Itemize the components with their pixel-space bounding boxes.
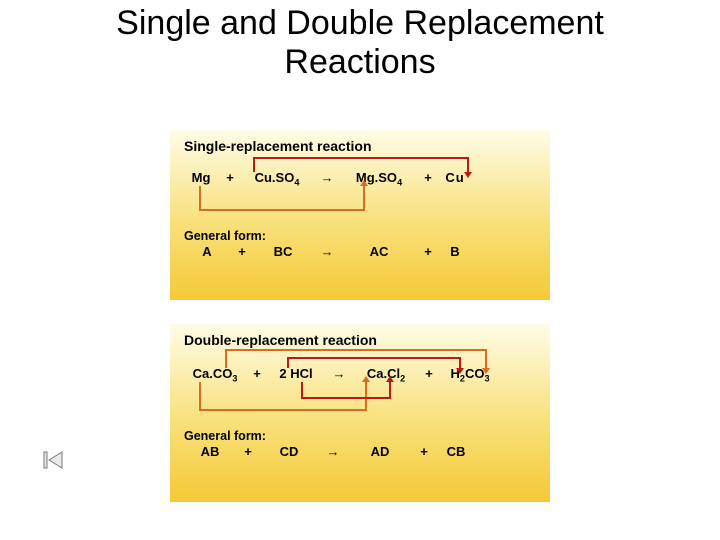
- gf-a: A: [184, 244, 230, 259]
- reactant-cuso4: Cu.SO4: [242, 170, 312, 188]
- product-mgso4: Mg.SO4: [342, 170, 416, 188]
- double-equation: Ca.CO3 + 2 HCl → Ca.Cl2 + H2CO3: [184, 366, 500, 384]
- gf-cd: CD: [260, 444, 318, 459]
- title-line-2: Reactions: [284, 43, 435, 81]
- gf-ac: AC: [342, 244, 416, 259]
- gf-ab: AB: [184, 444, 236, 459]
- double-panel-title: Double-replacement reaction: [184, 332, 536, 348]
- title-line-1: Single and Double Replacement: [116, 4, 604, 42]
- arrow-1: →: [312, 170, 342, 185]
- page-title: Single and Double Replacement Reactions: [0, 0, 720, 82]
- double-replacement-panel: Double-replacement reaction Ca.CO3 + 2 H…: [170, 324, 550, 502]
- plus-2b: +: [418, 366, 440, 381]
- general-form-label: General form:: [184, 230, 470, 244]
- plus-1b: +: [246, 366, 268, 381]
- single-connectors: [170, 130, 550, 300]
- plus-2: +: [416, 170, 440, 185]
- gf-arrow: →: [312, 244, 342, 259]
- single-general-equation: A + BC → AC + B: [184, 244, 470, 259]
- arrow-2: →: [324, 366, 354, 381]
- product-cacl2: Ca.Cl2: [354, 366, 418, 384]
- gf-plus-2: +: [416, 244, 440, 259]
- double-general-equation: AB + CD → AD + CB: [184, 444, 476, 459]
- slide: { "title_line1": "Single and Double Repl…: [0, 0, 720, 540]
- single-general-form: General form: A + BC → AC + B: [184, 230, 470, 259]
- single-equation: Mg + Cu.SO4 → Mg.SO4 + Cu: [184, 170, 470, 188]
- product-h2co3: H2CO3: [440, 366, 500, 384]
- reactant-caco3: Ca.CO3: [184, 366, 246, 384]
- gf-arrow-2: →: [318, 444, 348, 459]
- gf-bc: BC: [254, 244, 312, 259]
- gf-plus-1: +: [230, 244, 254, 259]
- gf-plus-2b: +: [412, 444, 436, 459]
- reactant-mg: Mg: [184, 170, 218, 185]
- gf-plus-1b: +: [236, 444, 260, 459]
- single-replacement-panel: Single-replacement reaction Mg + Cu.SO4 …: [170, 130, 550, 300]
- double-connectors: [170, 324, 550, 502]
- product-cu: Cu: [440, 170, 470, 185]
- plus-1: +: [218, 170, 242, 185]
- double-general-form: General form: AB + CD → AD + CB: [184, 430, 476, 459]
- prev-slide-button[interactable]: [42, 449, 64, 476]
- skip-back-icon: [42, 449, 64, 471]
- reactant-hcl: 2 HCl: [268, 366, 324, 381]
- gf-cb: CB: [436, 444, 476, 459]
- gf-ad: AD: [348, 444, 412, 459]
- gf-b: B: [440, 244, 470, 259]
- single-panel-title: Single-replacement reaction: [184, 138, 536, 154]
- general-form-label-2: General form:: [184, 430, 476, 444]
